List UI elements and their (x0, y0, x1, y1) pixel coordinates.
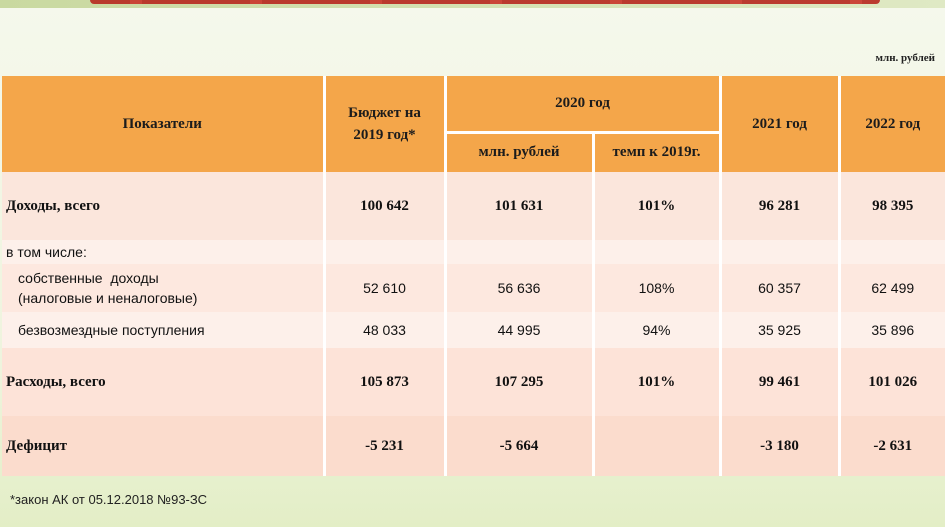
row-label: в том числе: (2, 240, 324, 264)
cell-budget-2019: 100 642 (322, 172, 445, 240)
cell-2020: 44 995 (443, 312, 593, 348)
cell-2022 (837, 240, 945, 264)
cell-2021: 99 461 (718, 348, 839, 416)
table-row: безвозмездные поступления 48 033 44 995 … (2, 312, 945, 348)
cell-2022: 35 896 (837, 312, 945, 348)
cell-2021: 35 925 (718, 312, 839, 348)
header-budget-2019: Бюджет на 2019 год* (322, 76, 445, 172)
row-label: безвозмездные поступления (2, 312, 324, 348)
table-row: в том числе: (2, 240, 945, 264)
top-decor-band (0, 0, 945, 8)
cell-2020: 56 636 (443, 264, 593, 312)
header-2021: 2021 год (718, 76, 839, 172)
header-indicators: Показатели (2, 76, 324, 172)
table-row: Дефицит -5 231 -5 664 -3 180 -2 631 (2, 416, 945, 476)
cell-2020 (443, 240, 593, 264)
cell-2022: 62 499 (837, 264, 945, 312)
row-label: Расходы, всего (2, 348, 324, 416)
cell-rate: 101% (591, 172, 720, 240)
cell-budget-2019: 52 610 (322, 264, 445, 312)
table-row: собственные доходы (налоговые и неналого… (2, 264, 945, 312)
row-label: собственные доходы (налоговые и неналого… (2, 264, 324, 312)
cell-2020: -5 664 (443, 416, 593, 476)
table-row: Доходы, всего 100 642 101 631 101% 96 28… (2, 172, 945, 240)
cell-2022: 101 026 (837, 348, 945, 416)
cell-rate: 101% (591, 348, 720, 416)
cell-rate (591, 416, 720, 476)
cell-2022: 98 395 (837, 172, 945, 240)
cell-budget-2019: -5 231 (322, 416, 445, 476)
footnote: *закон АК от 05.12.2018 №93-ЗС (10, 492, 207, 507)
cell-2021: -3 180 (718, 416, 839, 476)
cell-2021 (718, 240, 839, 264)
slide-title-cropped (90, 0, 880, 4)
header-2020-rate: темп к 2019г. (591, 130, 722, 172)
cell-budget-2019: 48 033 (322, 312, 445, 348)
row-label: Дефицит (2, 416, 324, 476)
cell-2020: 107 295 (443, 348, 593, 416)
budget-table: Показатели Бюджет на 2019 год* 2020 год … (2, 76, 945, 476)
cell-rate (591, 240, 720, 264)
cell-2021: 96 281 (718, 172, 839, 240)
row-label: Доходы, всего (2, 172, 324, 240)
row-label-line2: (налоговые и неналоговые) (18, 290, 198, 306)
table-row: Расходы, всего 105 873 107 295 101% 99 4… (2, 348, 945, 416)
cell-2022: -2 631 (837, 416, 945, 476)
cell-budget-2019: 105 873 (322, 348, 445, 416)
cell-budget-2019 (322, 240, 445, 264)
header-2022: 2022 год (837, 76, 945, 172)
header-2020-mln: млн. рублей (443, 130, 593, 172)
cell-2021: 60 357 (718, 264, 839, 312)
row-label-line1: собственные доходы (18, 270, 159, 286)
cell-rate: 108% (591, 264, 720, 312)
header-2020: 2020 год (443, 76, 720, 132)
units-label: млн. рублей (875, 52, 935, 64)
cell-2020: 101 631 (443, 172, 593, 240)
cell-rate: 94% (591, 312, 720, 348)
